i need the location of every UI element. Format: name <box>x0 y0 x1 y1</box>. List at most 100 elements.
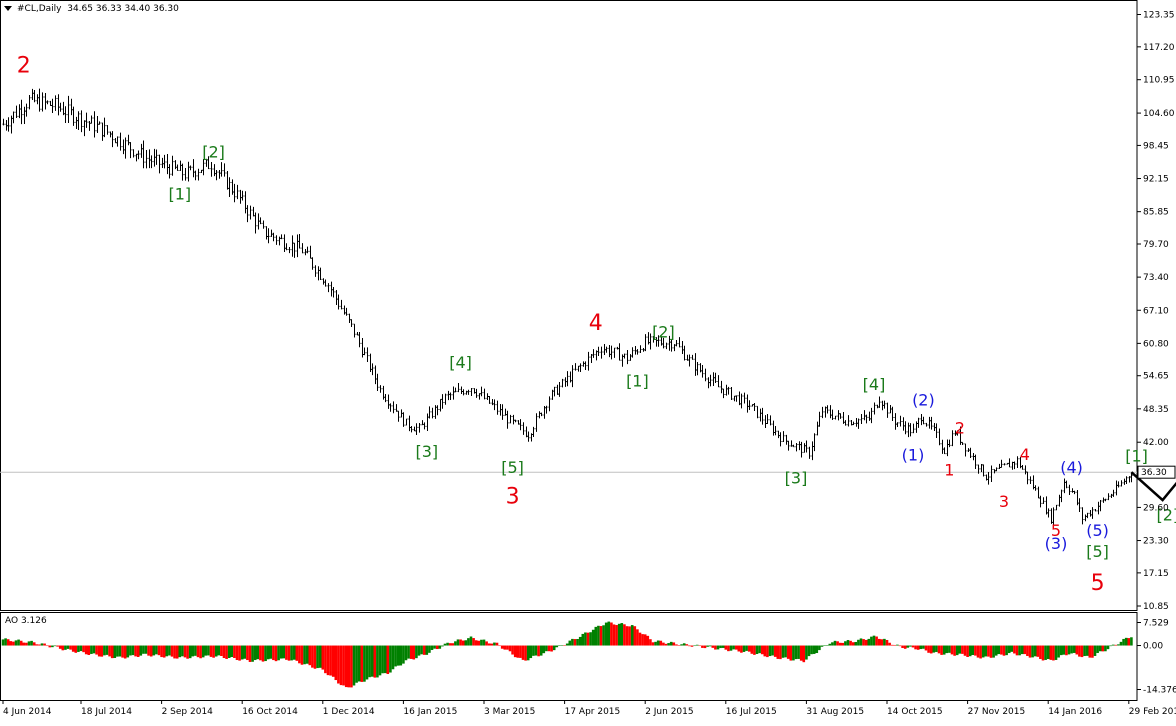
current-price-box <box>1137 465 1176 479</box>
price-bar <box>384 393 387 403</box>
price-bar <box>800 441 803 458</box>
price-bar <box>548 396 551 412</box>
price-bar <box>423 422 426 430</box>
ao-bar <box>415 645 418 659</box>
ao-bar <box>1067 645 1071 655</box>
wave-label: [2] <box>202 143 225 162</box>
chart-menu-arrow-icon[interactable] <box>4 6 12 11</box>
ao-bar <box>1031 645 1034 658</box>
ao-bar <box>721 645 725 648</box>
ao-bar <box>142 645 145 654</box>
price-bar <box>930 416 933 430</box>
price-bar <box>1084 514 1087 522</box>
price-bar <box>662 337 665 349</box>
price-bar <box>465 390 468 395</box>
ao-bar <box>508 645 512 652</box>
wave-projection <box>1130 471 1176 502</box>
ao-bar <box>519 645 522 658</box>
ao-bar <box>194 645 197 656</box>
y-tick-label: 104.60 <box>1143 109 1175 119</box>
price-bar <box>223 163 226 177</box>
ao-bar <box>235 645 239 661</box>
ao-bar <box>412 645 416 660</box>
ao-bar <box>316 645 319 669</box>
ao-bar <box>32 642 36 646</box>
ao-bar <box>997 645 1001 655</box>
ao-bar <box>147 645 150 656</box>
price-bar <box>961 441 964 446</box>
ao-bar <box>784 645 787 658</box>
wave-label: [3] <box>785 469 808 488</box>
price-bar <box>610 345 613 360</box>
price-bar <box>915 421 918 433</box>
wave-label: [1] <box>626 371 649 390</box>
ao-bar <box>95 645 98 655</box>
price-bar <box>1060 489 1063 503</box>
ao-bar <box>981 645 985 658</box>
price-bar <box>1078 498 1081 513</box>
ao-bar <box>251 645 254 662</box>
y-tick-label: 48.35 <box>1143 405 1169 415</box>
ao-bar <box>183 645 187 658</box>
price-bar <box>1063 478 1066 494</box>
price-bar <box>257 213 260 230</box>
price-bar <box>595 350 598 361</box>
ao-bar <box>927 645 930 653</box>
price-bar <box>462 389 465 396</box>
x-tick-label: 14 Oct 2015 <box>887 707 943 717</box>
price-bar <box>70 98 73 116</box>
ao-bar <box>823 645 826 646</box>
ao-bar <box>355 645 358 683</box>
price-bar <box>665 342 668 350</box>
price-bar <box>356 332 359 336</box>
ao-y-tick-label: 0.00 <box>1143 642 1163 652</box>
price-bar <box>148 149 151 169</box>
price-bar <box>766 414 769 425</box>
ao-bar <box>272 645 275 661</box>
ao-bar <box>805 645 808 660</box>
price-bar <box>72 106 75 126</box>
price-bar <box>837 410 840 421</box>
price-bar <box>1068 484 1071 495</box>
ao-bar <box>425 645 429 655</box>
price-bar <box>483 388 486 400</box>
wave-label: (2) <box>912 391 935 410</box>
ao-bar <box>734 645 738 650</box>
price-bar <box>941 439 944 454</box>
ao-bar <box>524 645 527 661</box>
ao-bar <box>331 645 335 677</box>
ao-bar <box>565 643 569 646</box>
price-bar <box>519 419 522 431</box>
ao-bar <box>818 645 821 651</box>
price-bar <box>626 350 629 365</box>
price-bar <box>283 234 286 253</box>
price-bar <box>657 335 660 347</box>
price-bar <box>1091 507 1094 519</box>
ao-bar <box>339 645 343 686</box>
ao-bar <box>116 645 119 657</box>
ao-bar <box>945 645 949 654</box>
price-bar <box>857 418 860 429</box>
ao-bar <box>513 645 517 658</box>
ao-bar <box>230 645 234 658</box>
price-bar <box>852 421 855 426</box>
price-bar <box>20 99 23 125</box>
ao-bar <box>461 640 465 646</box>
price-bar <box>556 384 559 395</box>
ao-bar <box>378 645 382 676</box>
ao-bar <box>40 643 44 646</box>
x-tick-label: 18 Jul 2014 <box>81 707 132 717</box>
price-bar <box>488 396 491 404</box>
ao-bar <box>935 645 938 652</box>
ao-bar <box>97 645 101 657</box>
ao-bar <box>329 645 332 676</box>
ao-bar <box>152 645 156 656</box>
price-bar <box>753 403 756 412</box>
ao-bar <box>1044 645 1047 660</box>
ao-bar <box>1020 645 1024 655</box>
ao-bar <box>537 645 540 657</box>
price-bar <box>473 388 476 394</box>
price-bar <box>202 159 205 176</box>
price-bar <box>704 368 707 382</box>
price-bar <box>826 405 829 414</box>
